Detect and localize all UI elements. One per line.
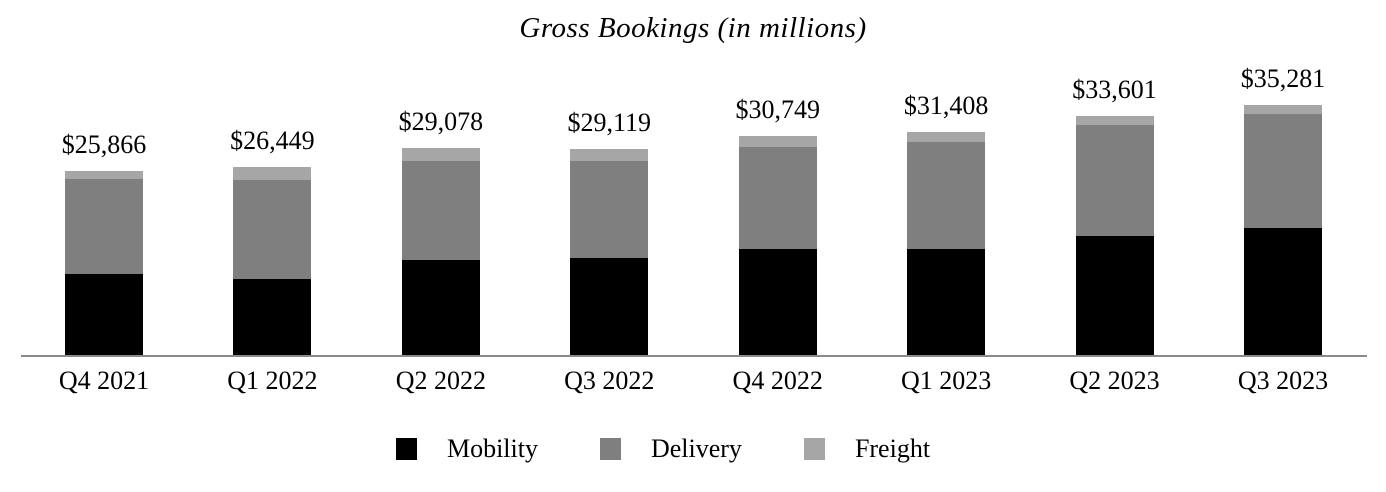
bar-segment-delivery xyxy=(401,161,480,260)
bar-segment-delivery xyxy=(1243,114,1322,228)
legend-item-mobility: Mobility xyxy=(395,434,538,464)
legend-swatch-delivery xyxy=(599,438,621,460)
bar-total-label: $29,078 xyxy=(398,107,484,136)
x-axis-tick-cell: Q3 2023 xyxy=(1238,366,1328,396)
bar-stack xyxy=(907,132,986,355)
bar-segment-freight xyxy=(1243,105,1322,114)
bar-total-label: $30,749 xyxy=(735,95,820,124)
bar-segment-mobility xyxy=(738,249,817,355)
x-axis-line xyxy=(21,355,1367,357)
bar-column: $30,749 xyxy=(735,95,820,355)
x-axis-tick-cell: Q1 2022 xyxy=(227,366,317,396)
bar-segment-mobility xyxy=(233,279,312,355)
x-axis-tick-cell: Q1 2023 xyxy=(901,366,991,396)
x-axis-label: Q2 2023 xyxy=(1069,366,1160,395)
legend-label: Mobility xyxy=(446,434,538,463)
bar-total-label: $26,449 xyxy=(230,126,315,155)
legend-swatch-mobility xyxy=(395,438,417,460)
bar-total-label: $35,281 xyxy=(1240,64,1326,93)
bar-total-label: $33,601 xyxy=(1072,75,1157,104)
bar-stack xyxy=(401,148,480,355)
bar-stack xyxy=(65,171,143,355)
x-axis-labels: Q4 2021 Q1 2022 Q2 2022 Q3 2022 Q4 2022 Q1 20… xyxy=(0,366,1386,396)
bar-total-label: $25,866 xyxy=(61,130,147,159)
x-axis-tick-cell: Q4 2021 xyxy=(59,366,149,396)
x-axis-tick-cell: Q2 2022 xyxy=(396,366,486,396)
bar-segment-freight xyxy=(401,148,480,161)
x-axis-label: Q3 2023 xyxy=(1237,366,1329,395)
bar-column: $29,078 xyxy=(399,107,483,355)
bar-segment-freight xyxy=(738,136,817,147)
bar-stack xyxy=(1075,116,1154,355)
x-axis-label: Q1 2023 xyxy=(900,366,992,395)
bar-segment-delivery xyxy=(907,142,986,249)
bar-segment-freight xyxy=(65,171,143,179)
bar-segment-delivery xyxy=(738,147,817,249)
bar-segment-mobility xyxy=(907,249,986,355)
bar-segment-mobility xyxy=(401,260,480,355)
bar-stack xyxy=(570,149,649,355)
bar-column: $25,866 xyxy=(62,130,146,355)
bar-segment-delivery xyxy=(570,161,649,258)
x-axis-label: Q4 2022 xyxy=(732,366,823,395)
legend-item-freight: Freight xyxy=(803,434,931,464)
legend-swatch-freight xyxy=(803,438,825,460)
bar-segment-freight xyxy=(233,167,312,180)
x-axis-tick-cell: Q3 2022 xyxy=(564,366,654,396)
chart-title: Gross Bookings (in millions) xyxy=(519,12,867,44)
legend-label: Freight xyxy=(854,434,931,463)
x-axis-label: Q4 2021 xyxy=(58,366,150,395)
x-axis-tick-cell: Q4 2022 xyxy=(733,366,823,396)
legend-item-delivery: Delivery xyxy=(599,434,742,464)
bar-segment-delivery xyxy=(1075,125,1154,236)
bar-segment-mobility xyxy=(65,274,143,355)
bar-segment-delivery xyxy=(233,180,312,279)
bar-stack xyxy=(233,167,312,355)
bar-segment-freight xyxy=(907,132,986,142)
bar-segment-mobility xyxy=(1243,228,1322,355)
bar-segment-mobility xyxy=(1075,236,1154,355)
bar-column: $33,601 xyxy=(1072,75,1157,355)
bar-column: $26,449 xyxy=(230,126,315,355)
bar-total-label: $31,408 xyxy=(903,91,989,120)
x-axis-label: Q3 2022 xyxy=(564,366,655,395)
bar-column: $31,408 xyxy=(904,91,988,355)
plot-area: $25,866 $26,449 $29,078 $29,119 $30,749 $31,4… xyxy=(62,64,1325,355)
bar-stack xyxy=(738,136,817,355)
bar-total-label: $29,119 xyxy=(567,108,652,137)
bar-column: $29,119 xyxy=(568,108,651,355)
x-axis-label: Q2 2022 xyxy=(395,366,486,395)
x-axis-tick-cell: Q2 2023 xyxy=(1069,366,1159,396)
bar-segment-freight xyxy=(570,149,649,161)
bar-segment-mobility xyxy=(570,258,649,355)
legend-label: Delivery xyxy=(650,434,742,463)
bar-stack xyxy=(1243,105,1322,355)
bar-column: $35,281 xyxy=(1241,64,1325,355)
bar-segment-freight xyxy=(1075,116,1154,125)
bar-segment-delivery xyxy=(65,179,143,274)
x-axis-label: Q1 2022 xyxy=(227,366,318,395)
legend: Mobility Delivery Freight xyxy=(0,434,1356,464)
